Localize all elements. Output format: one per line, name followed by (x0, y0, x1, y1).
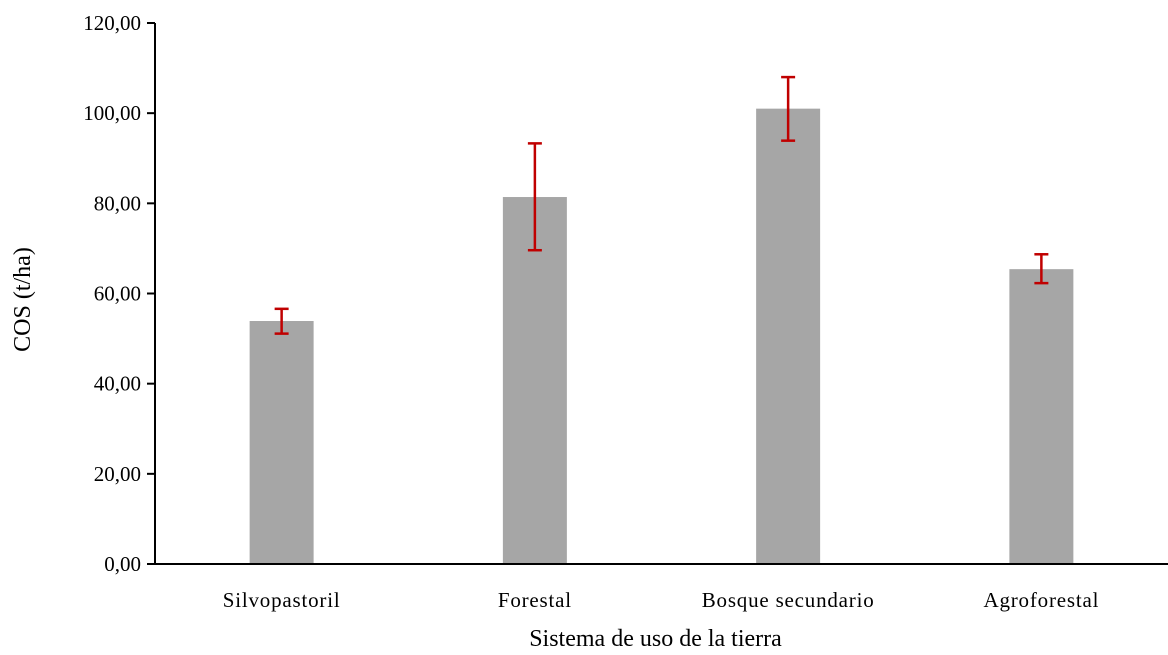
error-bar (781, 75, 796, 142)
y-tick-label: 0,00 (104, 552, 141, 576)
bar (249, 321, 314, 564)
error-bars (274, 75, 1049, 335)
bar (756, 108, 821, 565)
y-tick-label: 40,00 (94, 372, 141, 396)
y-tick-label: 100,00 (83, 101, 141, 125)
x-category-label: Silvopastoril (223, 588, 341, 612)
y-tick-label: 80,00 (94, 191, 141, 215)
x-axis-labels: Silvopastoril Forestal Bosque secundario Ag… (223, 588, 1099, 612)
x-category-label: Bosque secundario (702, 588, 875, 612)
y-axis-ticks: 0,00 20,00 40,00 60,00 80,00 100,00 120,00 (83, 11, 155, 576)
bar (1009, 269, 1074, 564)
bar (502, 197, 567, 564)
y-tick-label: 60,00 (94, 282, 141, 306)
y-tick-label: 20,00 (94, 462, 141, 486)
y-tick-label: 120,00 (83, 11, 141, 35)
x-category-label: Agroforestal (984, 588, 1100, 612)
error-bar (1034, 253, 1049, 285)
x-category-label: Forestal (498, 588, 572, 612)
error-bar (527, 142, 542, 252)
y-axis-title: COS (t/ha) (10, 247, 36, 352)
error-bar (274, 307, 289, 335)
bars (249, 108, 1074, 565)
x-axis-title: Sistema de uso de la tierra (529, 626, 782, 652)
